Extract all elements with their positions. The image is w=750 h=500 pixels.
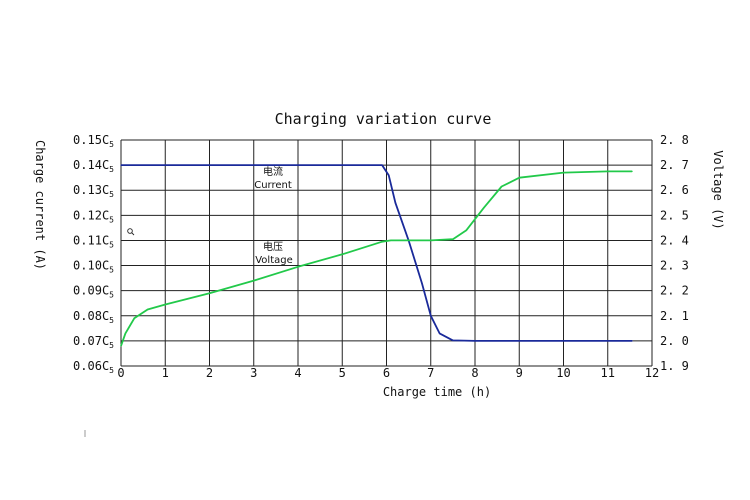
right-tick-label: 2. 4 — [660, 233, 689, 247]
x-axis-ticks: 0 1 2 3 4 5 6 7 8 9 10 11 12 — [117, 366, 659, 380]
right-axis-ticks: 2. 8 2. 7 2. 6 2. 5 2. 4 2. 3 2. 2 2. 1 2. 0 1. 9 — [660, 133, 689, 373]
series-point-current — [452, 339, 454, 341]
voltage-label-cn: 电压 — [263, 240, 283, 253]
x-tick-label: 10 — [556, 366, 570, 380]
x-tick-label: 6 — [383, 366, 390, 380]
series-point-voltage — [430, 239, 432, 241]
series-point-voltage — [341, 253, 343, 255]
series-point-current — [430, 315, 432, 317]
right-tick-label: 2. 2 — [660, 284, 689, 298]
x-tick-label: 7 — [427, 366, 434, 380]
x-axis-label: Charge time (h) — [383, 385, 491, 399]
left-tick-label: 0.15C5 — [73, 133, 114, 149]
series-point-current — [388, 174, 390, 176]
grid — [120, 139, 653, 367]
left-tick-label: 0.10C5 — [73, 259, 114, 275]
magnifier-icon — [127, 228, 135, 236]
left-tick-label: 0.06C5 — [73, 359, 114, 375]
right-tick-label: 2. 7 — [660, 158, 689, 172]
current-label: Current — [254, 180, 292, 191]
left-tick-label: 0.13C5 — [73, 183, 114, 199]
x-tick-label: 2 — [206, 366, 213, 380]
left-tick-label: 0.08C5 — [73, 309, 114, 325]
series-line-current — [121, 164, 633, 342]
x-tick-label: 8 — [471, 366, 478, 380]
series-point-current — [474, 340, 476, 342]
series-point-current — [120, 164, 122, 166]
right-tick-label: 2. 0 — [660, 334, 689, 348]
series-point-voltage — [208, 292, 211, 294]
series-point-voltage — [164, 303, 166, 306]
left-tick-label: 0.07C5 — [73, 334, 114, 350]
x-tick-label: 11 — [601, 366, 615, 380]
series-point-voltage — [501, 185, 503, 188]
series-point-voltage — [390, 239, 392, 241]
right-tick-label: 2. 5 — [660, 208, 689, 222]
series-point-current — [421, 282, 423, 284]
left-axis-ticks: 0.15C5 0.14C5 0.13C5 0.12C5 0.11C5 0.10C5 0.09… — [73, 133, 114, 375]
x-tick-label: 4 — [294, 366, 301, 380]
left-tick-label: 0.09C5 — [73, 284, 114, 300]
series-point-voltage — [253, 280, 255, 282]
x-tick-label: 3 — [250, 366, 257, 380]
current-label-cn: 电流 — [263, 165, 283, 178]
series-point-current — [381, 164, 383, 166]
x-tick-label: 12 — [645, 366, 659, 380]
series-point-voltage — [465, 229, 467, 231]
x-tick-label: 1 — [162, 366, 169, 380]
x-tick-label: 9 — [516, 366, 523, 380]
left-axis-label: Charge current (A) — [33, 140, 47, 270]
series-point-voltage — [133, 317, 135, 319]
right-tick-label: 2. 6 — [660, 183, 689, 197]
series-point-voltage — [562, 172, 565, 174]
right-tick-label: 2. 8 — [660, 133, 689, 147]
series-point-voltage — [120, 345, 122, 347]
series-point-voltage — [631, 170, 633, 172]
voltage-label: Voltage — [255, 255, 293, 266]
series — [120, 164, 633, 347]
right-tick-label: 2. 3 — [660, 259, 689, 273]
right-tick-label: 1. 9 — [660, 359, 689, 373]
left-tick-label: 0.12C5 — [73, 208, 114, 224]
series-point-voltage — [518, 177, 520, 179]
series-point-voltage — [452, 238, 454, 240]
right-tick-label: 2. 1 — [660, 309, 689, 323]
series-point-current — [439, 332, 441, 334]
left-tick-label: 0.11C5 — [73, 233, 114, 249]
series-point-voltage — [381, 241, 383, 243]
chart-title: Charging variation curve — [275, 110, 492, 128]
x-tick-label: 5 — [339, 366, 346, 380]
series-line-voltage — [120, 170, 633, 347]
series-point-voltage — [483, 207, 485, 209]
series-point-voltage — [297, 266, 299, 268]
series-point-current — [394, 202, 396, 204]
right-axis-label: Voltage (V) — [711, 150, 725, 229]
x-tick-label: 0 — [117, 366, 124, 380]
series-point-voltage — [607, 170, 609, 172]
left-tick-label: 0.14C5 — [73, 158, 114, 174]
series-point-voltage — [147, 308, 149, 311]
series-point-current — [631, 340, 633, 342]
series-point-voltage — [124, 332, 126, 334]
